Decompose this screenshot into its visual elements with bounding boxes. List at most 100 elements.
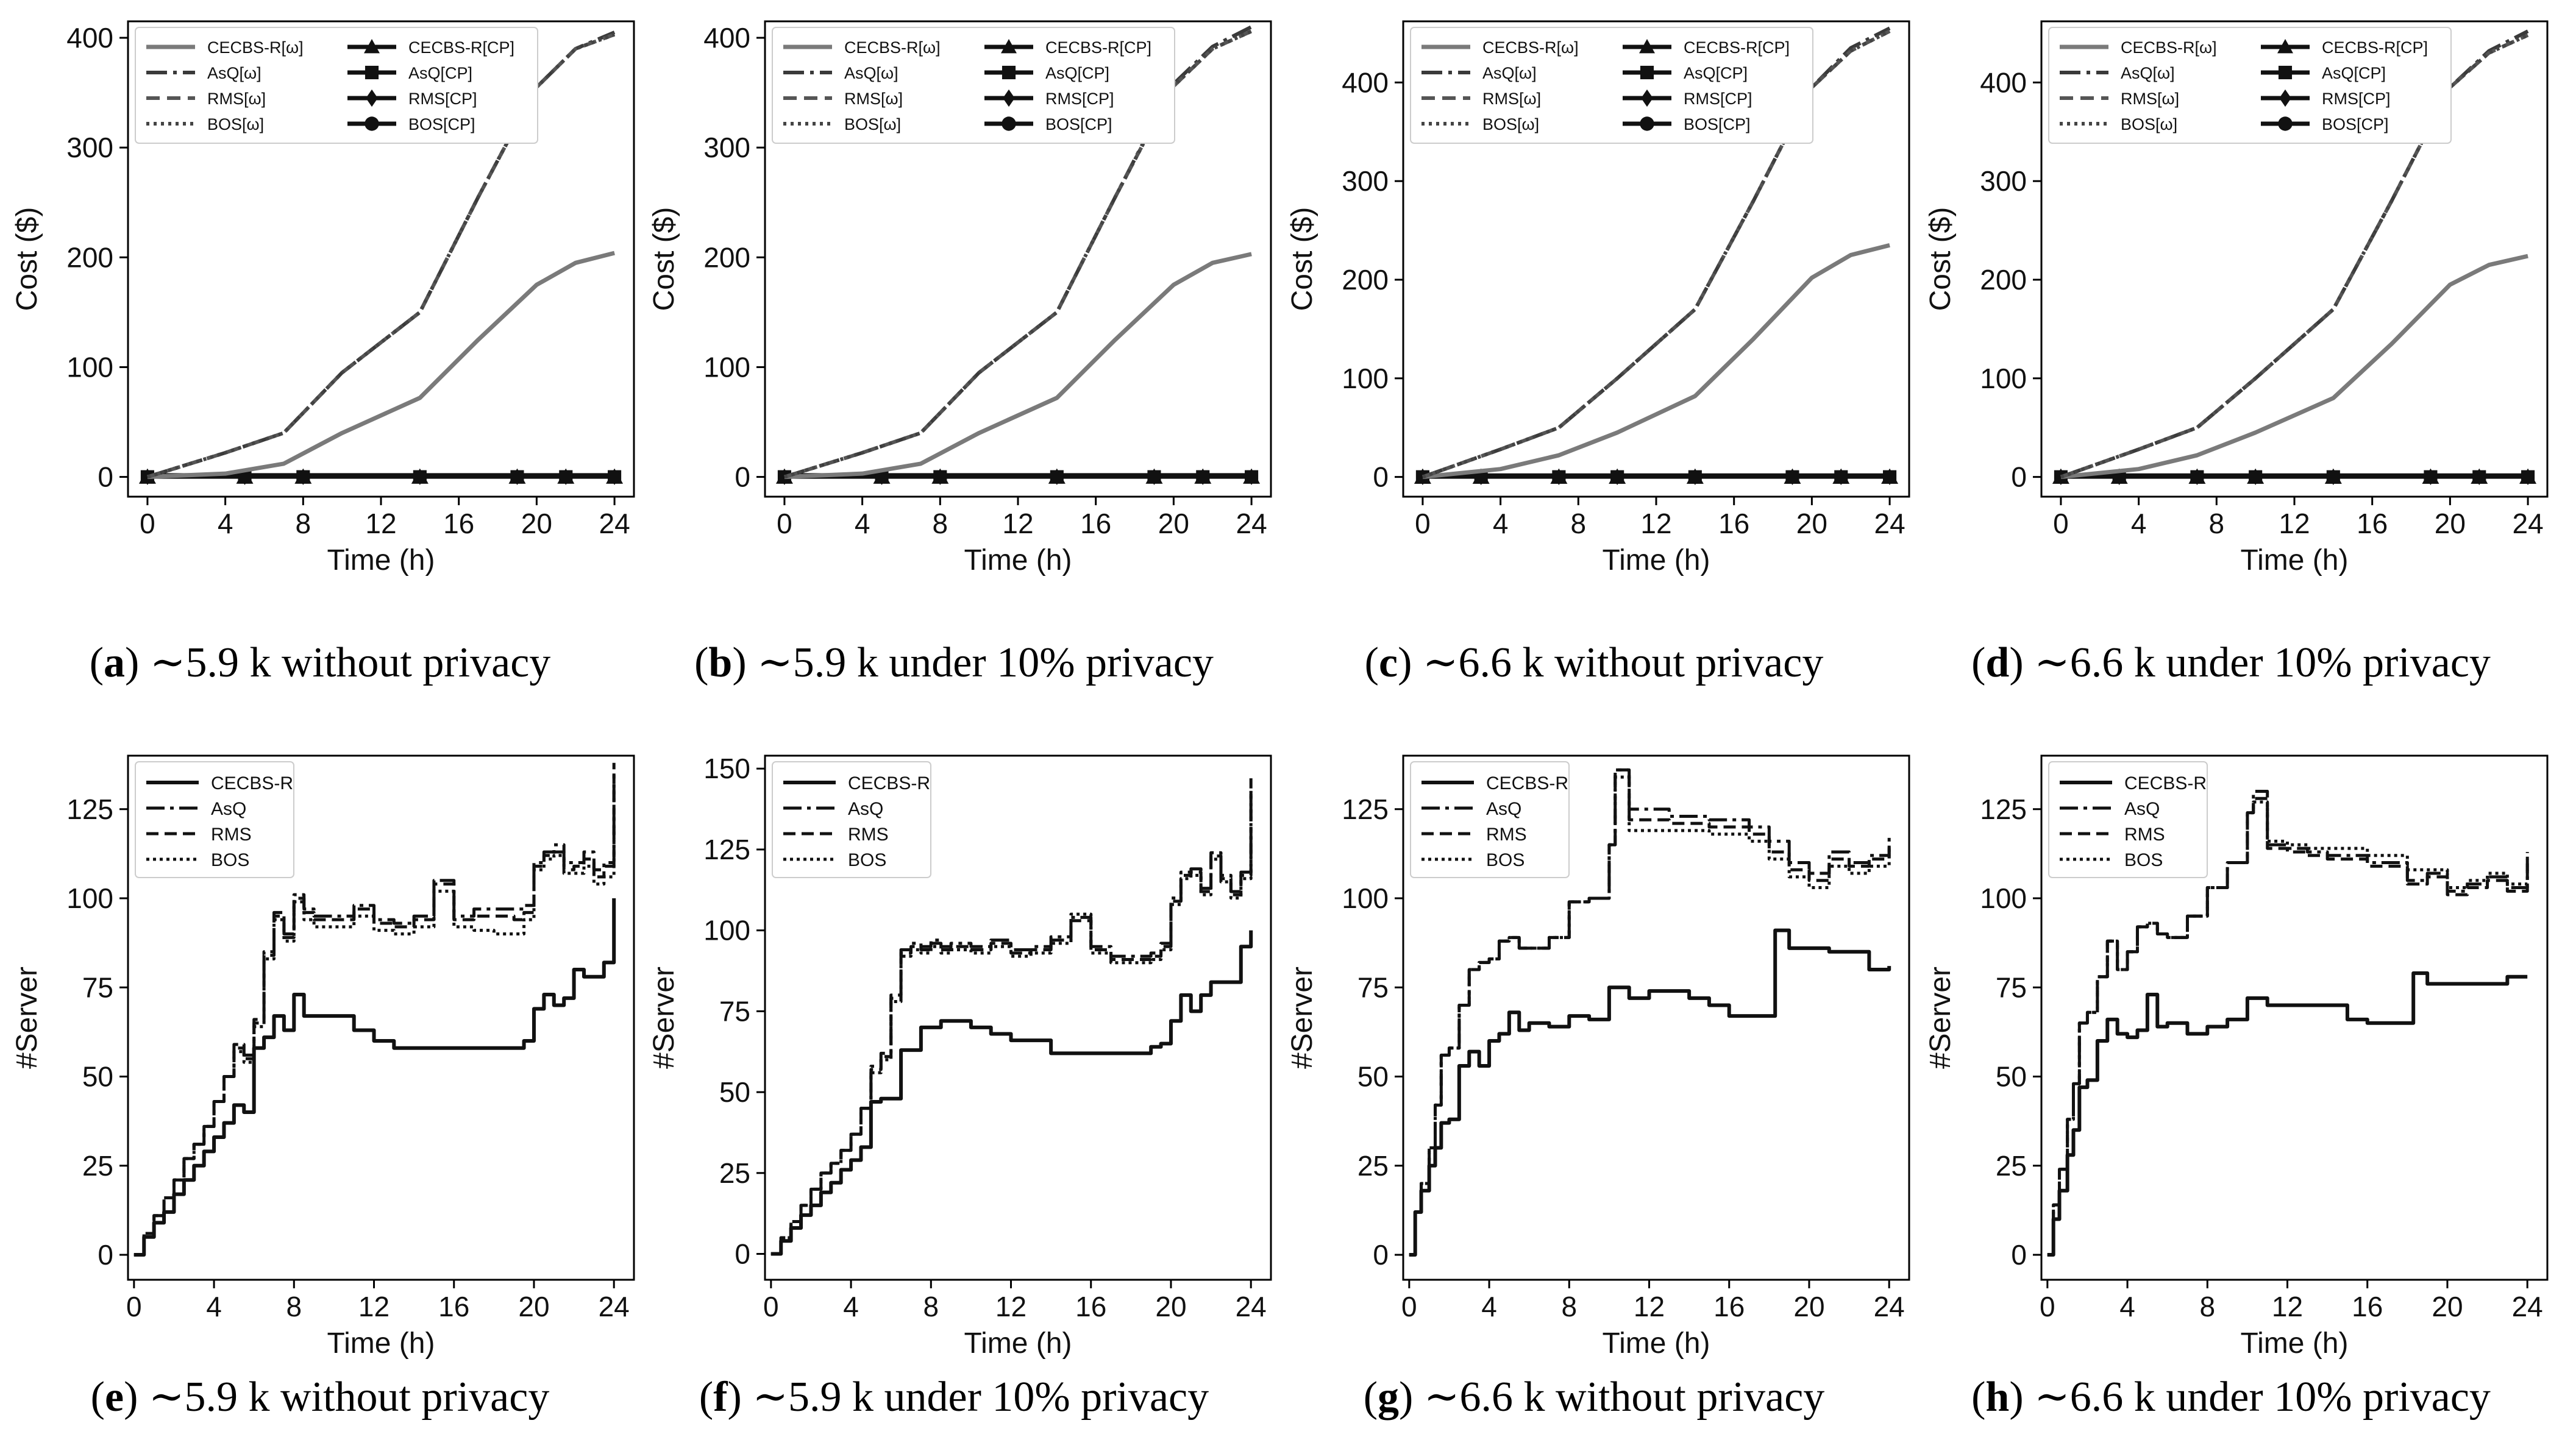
x-axis-label: Time (h): [1603, 1327, 1710, 1360]
x-tick-label: 24: [2512, 1291, 2543, 1322]
cp-marker-circle: [2522, 470, 2534, 483]
caption: (e) ∼5.9 k without privacy: [91, 1374, 550, 1421]
cp-marker-circle: [560, 470, 572, 483]
x-tick-label: 4: [206, 1291, 222, 1322]
x-axis-label: Time (h): [2241, 1327, 2349, 1360]
y-tick-label: 0: [1373, 1239, 1389, 1271]
y-axis-label: Cost ($): [1924, 207, 1957, 311]
y-tick-label: 100: [1342, 882, 1389, 914]
cp-marker-circle: [1148, 470, 1161, 483]
x-tick-label: 12: [1634, 1291, 1665, 1322]
legend-label: AsQ[ω]: [1482, 64, 1537, 82]
x-tick-label: 12: [995, 1291, 1026, 1322]
legend-label: BOS: [848, 850, 886, 870]
caption-letter: g: [1378, 1374, 1399, 1421]
caption-paren: (: [699, 1374, 713, 1421]
legend: CECBS-R AsQ RMS BOS: [2048, 761, 2208, 878]
series-line: [1421, 29, 1891, 479]
legend-marker-square: [1002, 65, 1016, 80]
series-line: [784, 29, 1253, 479]
caption-text: ∼5.9 k under 10% privacy: [752, 1374, 1209, 1421]
plot-area: [1414, 26, 1899, 485]
series-line: [2060, 33, 2529, 479]
x-tick-label: 8: [933, 508, 948, 539]
x-axis-label: Time (h): [1603, 544, 1710, 577]
legend-marker-square: [2278, 65, 2293, 80]
x-tick-label: 0: [126, 1291, 142, 1322]
y-axis-label: #Server: [1924, 967, 1957, 1069]
x-tick-label: 8: [1561, 1291, 1577, 1322]
x-tick-label: 8: [2209, 508, 2225, 539]
x-tick-label: 20: [521, 508, 552, 539]
plot-frame: [127, 754, 635, 1281]
legend-marker-circle: [365, 116, 379, 131]
x-tick-label: 0: [140, 508, 155, 539]
x-tick-label: 16: [1075, 1291, 1106, 1322]
x-tick-label: 4: [1481, 1291, 1497, 1322]
caption-paren: ): [1399, 1374, 1424, 1421]
x-tick-label: 20: [1158, 508, 1189, 539]
y-axis-label: #Server: [648, 967, 680, 1069]
plot-area: [2047, 790, 2529, 1257]
x-tick-label: 0: [1415, 508, 1431, 539]
cp-marker-circle: [1050, 470, 1063, 483]
series-line: [784, 25, 1253, 479]
caption-letter: f: [713, 1374, 728, 1421]
legend-box: [1410, 761, 1570, 878]
y-tick-label: 25: [1357, 1150, 1389, 1182]
caption-paren: ): [732, 639, 757, 686]
legend-label: CECBS-R: [211, 773, 293, 793]
x-tick-label: 16: [1080, 508, 1111, 539]
cp-marker-circle: [2113, 470, 2126, 483]
caption-paren: ): [124, 1374, 149, 1421]
cp-marker-circle: [934, 470, 947, 483]
y-tick-label: 25: [719, 1157, 750, 1189]
x-tick-label: 4: [855, 508, 870, 539]
x-tick-label: 20: [1796, 508, 1827, 539]
legend-box: [2048, 27, 2452, 144]
x-tick-label: 12: [2272, 1291, 2303, 1322]
legend-label: AsQ: [848, 799, 883, 819]
series-line: [1422, 243, 1890, 480]
x-axis-label: Time (h): [327, 1327, 435, 1360]
cp-marker-circle: [1553, 470, 1565, 483]
x-tick-label: 4: [1493, 508, 1509, 539]
x-axis-label: Time (h): [964, 1327, 1072, 1360]
legend: CECBS-R[ω] AsQ[ω] RMS[ω] BOS[ω] CECBS-R[CP] A…: [2048, 27, 2452, 144]
caption-text: ∼6.6 k without privacy: [1423, 639, 1823, 686]
y-tick-label: 75: [1996, 971, 2027, 1003]
series-line: [784, 252, 1252, 480]
legend-marker-circle: [2278, 116, 2293, 131]
x-tick-label: 8: [296, 508, 311, 539]
plot-area: [775, 25, 1261, 485]
cp-marker-circle: [238, 470, 251, 483]
y-axis-label: Cost ($): [648, 207, 680, 311]
y-tick-label: 300: [703, 132, 750, 163]
series-line: [1421, 29, 1891, 479]
x-tick-label: 12: [1640, 508, 1671, 539]
y-tick-label: 125: [1342, 793, 1389, 825]
caption: (h) ∼6.6 k under 10% privacy: [1971, 1374, 2491, 1421]
x-tick-label: 8: [2199, 1291, 2215, 1322]
cp-marker-circle: [1611, 470, 1624, 483]
legend-box: [2048, 761, 2208, 878]
legend-label: BOS[ω]: [207, 115, 264, 133]
legend-label: AsQ[CP]: [408, 64, 472, 82]
legend: CECBS-R AsQ RMS BOS: [772, 761, 931, 878]
x-tick-label: 24: [1236, 508, 1267, 539]
plot-area: [138, 30, 624, 485]
legend-marker-square: [1640, 65, 1654, 80]
caption-letter: c: [1379, 639, 1398, 686]
y-tick-label: 400: [1342, 66, 1389, 98]
y-tick-label: 100: [66, 882, 113, 914]
legend-label: AsQ[CP]: [2322, 64, 2386, 82]
caption-paren: ): [2009, 639, 2034, 686]
x-tick-label: 12: [365, 508, 396, 539]
y-tick-label: 400: [1980, 66, 2027, 98]
legend-label: BOS[ω]: [2121, 115, 2177, 133]
x-axis-label: Time (h): [327, 544, 435, 577]
cp-marker-circle: [2327, 470, 2339, 483]
x-tick-label: 16: [1713, 1291, 1745, 1322]
legend-label: CECBS-R[CP]: [2322, 38, 2428, 57]
series-line: [770, 778, 1253, 1256]
